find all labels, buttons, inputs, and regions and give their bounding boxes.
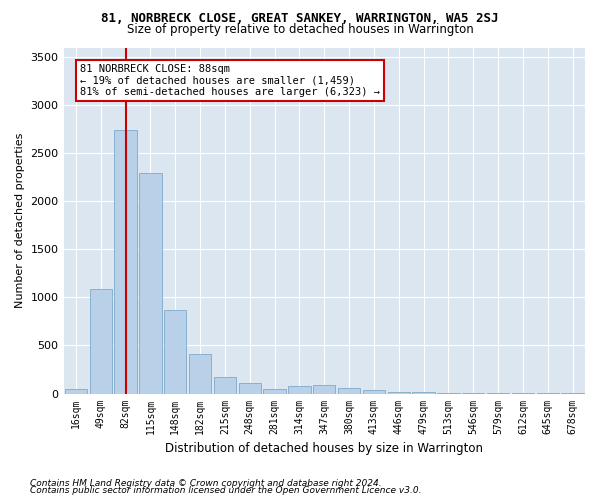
Y-axis label: Number of detached properties: Number of detached properties <box>15 133 25 308</box>
Bar <box>313 385 335 394</box>
Bar <box>89 289 112 394</box>
Bar <box>115 130 137 394</box>
Text: 81, NORBRECK CLOSE, GREAT SANKEY, WARRINGTON, WA5 2SJ: 81, NORBRECK CLOSE, GREAT SANKEY, WARRIN… <box>101 12 499 26</box>
X-axis label: Distribution of detached houses by size in Warrington: Distribution of detached houses by size … <box>165 442 483 455</box>
Bar <box>239 384 261 394</box>
Bar <box>412 392 435 394</box>
Bar <box>288 386 311 394</box>
Bar <box>263 389 286 394</box>
Bar <box>214 377 236 394</box>
Bar <box>388 392 410 394</box>
Bar <box>65 388 87 394</box>
Bar <box>139 174 161 394</box>
Bar <box>338 388 360 394</box>
Text: Size of property relative to detached houses in Warrington: Size of property relative to detached ho… <box>127 24 473 36</box>
Bar <box>164 310 187 394</box>
Bar <box>363 390 385 394</box>
Bar <box>437 393 460 394</box>
Bar <box>189 354 211 394</box>
Text: Contains HM Land Registry data © Crown copyright and database right 2024.: Contains HM Land Registry data © Crown c… <box>30 478 382 488</box>
Text: Contains public sector information licensed under the Open Government Licence v3: Contains public sector information licen… <box>30 486 421 495</box>
Text: 81 NORBRECK CLOSE: 88sqm
← 19% of detached houses are smaller (1,459)
81% of sem: 81 NORBRECK CLOSE: 88sqm ← 19% of detach… <box>80 64 380 97</box>
